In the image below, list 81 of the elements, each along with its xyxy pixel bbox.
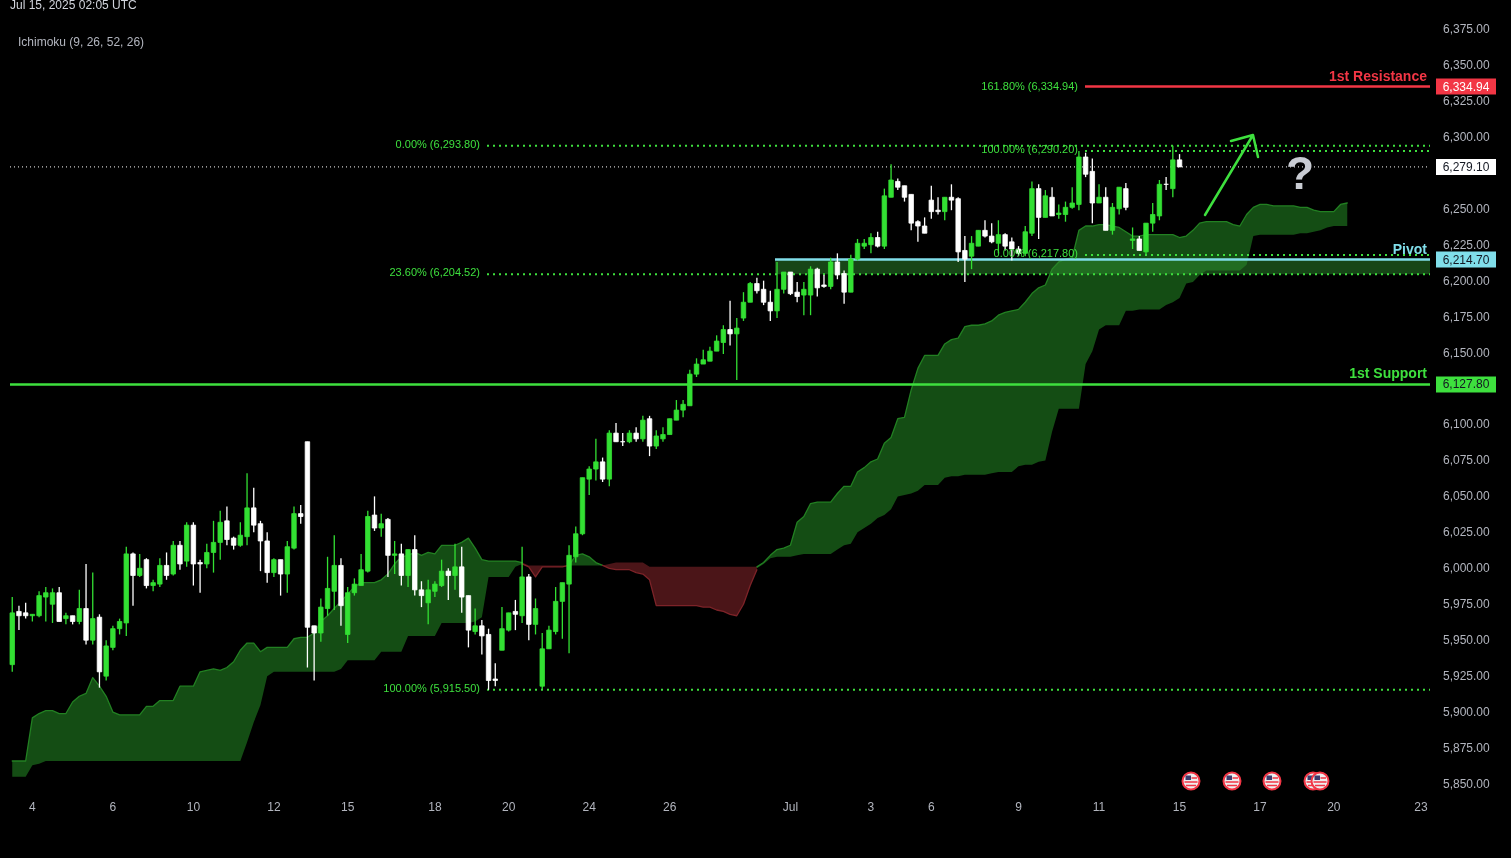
x-tick-label: 24 [582, 799, 597, 814]
candlestick [452, 543, 458, 591]
y-tick-label: 6,225.00 [1443, 237, 1491, 252]
candlestick [76, 589, 82, 626]
x-tick-label: 18 [428, 799, 442, 814]
y-tick-label: 6,000.00 [1443, 561, 1491, 576]
candlestick [378, 512, 384, 538]
candlestick [1042, 189, 1049, 219]
candlestick [640, 415, 646, 443]
candlestick [1123, 182, 1129, 211]
candlestick [271, 557, 277, 578]
annotation: 161.80% (6,334.94) [981, 80, 1078, 92]
y-tick-label: 5,900.00 [1443, 705, 1491, 720]
candlestick [472, 607, 478, 636]
y-tick-label: 5,950.00 [1443, 633, 1491, 648]
x-tick-label: 3 [867, 799, 875, 814]
candlestick [163, 551, 170, 581]
candlestick [532, 597, 539, 636]
ref-line-label: 0.00% (6,293.80) [395, 137, 480, 150]
candlestick [512, 599, 519, 631]
y-tick-label: 6,334.94 [1442, 79, 1490, 94]
candlestick [177, 540, 183, 571]
y-tick-label: 6,025.00 [1443, 525, 1491, 540]
y-tick-label: 5,925.00 [1443, 669, 1491, 684]
ref-line-label: 100.00% (6,290.20) [981, 142, 1078, 155]
x-tick-label: 15 [341, 799, 355, 814]
candlestick [371, 495, 378, 532]
x-tick-label: 6 [927, 799, 935, 814]
candlestick [277, 559, 284, 597]
ref-line-label: 100.00% (5,915.50) [383, 681, 480, 694]
candlestick [391, 540, 398, 575]
ref-line-label: 1st Resistance [1328, 67, 1428, 84]
candlestick [734, 317, 740, 381]
candlestick [130, 551, 136, 607]
candlestick [137, 553, 143, 578]
x-tick-label: 23 [1414, 799, 1429, 814]
ref-line-label: 23.60% (6,204.52) [389, 266, 480, 279]
candlestick [63, 612, 69, 626]
y-tick-label: 6,150.00 [1443, 345, 1491, 360]
candlestick [1049, 186, 1055, 217]
candlestick [599, 456, 606, 483]
y-tick-label: 5,975.00 [1443, 597, 1491, 612]
x-tick-label: 11 [1092, 799, 1106, 814]
x-tick-label: 10 [186, 799, 201, 814]
candlestick [445, 567, 451, 601]
y-tick-label: 6,175.00 [1443, 309, 1491, 324]
candlestick [1096, 183, 1102, 204]
ref-line-label: 1st Support [1349, 365, 1428, 382]
y-tick-label: 6,100.00 [1443, 417, 1491, 432]
y-tick-label: 6,325.00 [1443, 93, 1491, 108]
x-tick-label: Jul [782, 799, 799, 814]
candlestick [727, 300, 733, 347]
y-tick-label: 6,279.10 [1442, 159, 1490, 174]
x-tick-label: 20 [502, 799, 516, 814]
candlestick [398, 543, 404, 587]
candlestick [942, 196, 948, 221]
y-tick-label: 6,300.00 [1443, 129, 1491, 144]
x-tick-label: 26 [663, 799, 677, 814]
ref-line-label: Pivot [1392, 240, 1428, 257]
y-tick-label: 5,875.00 [1443, 741, 1491, 756]
candlestick [1129, 226, 1136, 250]
chart-title: Jul 15, 2025 02:05 UTC [10, 0, 138, 12]
y-tick-label: 6,214.70 [1442, 252, 1490, 267]
y-tick-label: 6,350.00 [1443, 57, 1491, 72]
x-tick-label: 12 [267, 799, 281, 814]
annotation: Ichimoku (9, 26, 52, 26) [18, 35, 145, 49]
y-tick-label: 6,050.00 [1443, 489, 1491, 504]
y-tick-label: 6,075.00 [1443, 453, 1491, 468]
y-tick-label: 6,250.00 [1443, 201, 1491, 216]
y-tick-label: 6,375.00 [1443, 22, 1491, 36]
x-tick-label: 17 [1253, 799, 1268, 814]
candlestick [90, 571, 96, 646]
y-tick-label: 6,127.80 [1442, 377, 1490, 392]
annotation: ? [1285, 147, 1315, 199]
x-tick-label: 4 [29, 799, 37, 814]
x-tick-label: 6 [109, 799, 117, 814]
y-tick-label: 5,850.00 [1443, 777, 1491, 791]
x-tick-label: 15 [1172, 799, 1187, 814]
x-tick-label: 20 [1327, 799, 1341, 814]
y-tick-label: 6,200.00 [1443, 273, 1491, 288]
x-tick-label: 9 [1015, 799, 1023, 814]
